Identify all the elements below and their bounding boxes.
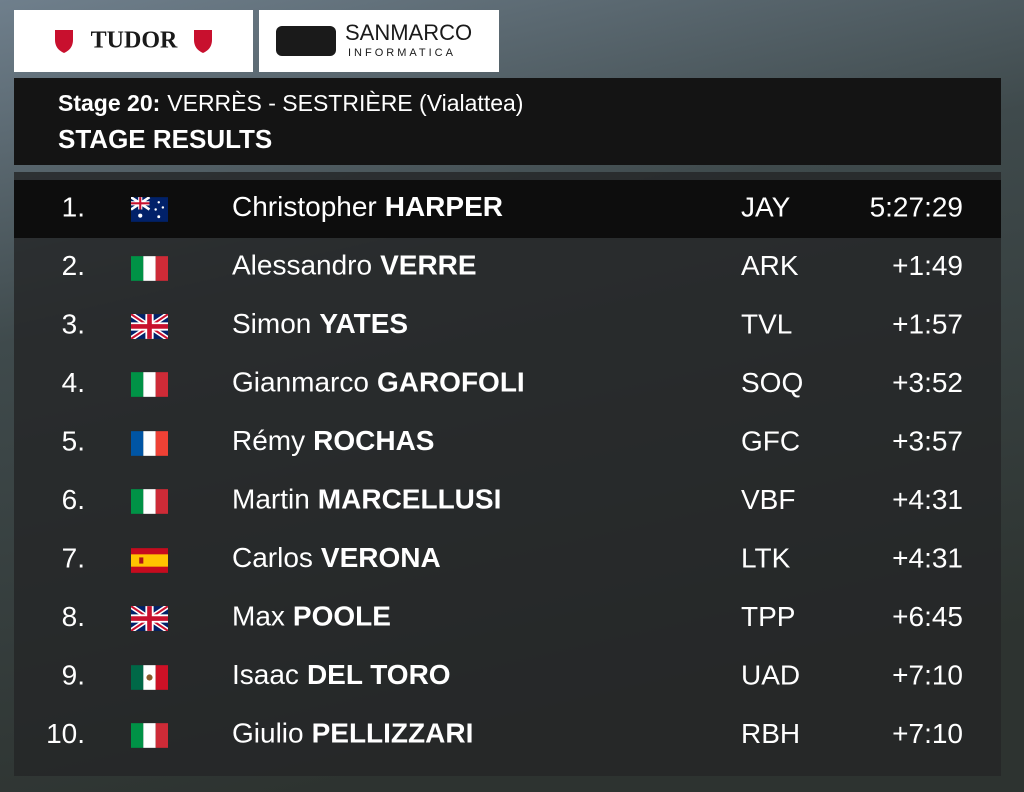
tudor-shield [194,30,212,53]
sponsor-name: SANMARCO [345,20,472,45]
team: GFC [741,425,800,456]
team: TVL [741,308,792,339]
first-name: Simon [232,308,311,339]
rider-name: Alessandro VERRE [232,250,477,281]
team: ARK [741,250,799,281]
first-name: Isaac [232,659,299,690]
rank: 3. [62,308,85,339]
team: LTK [741,542,791,573]
rider-name: Max POOLE [232,601,391,632]
last-name: YATES [319,308,408,339]
time: +3:52 [892,367,963,398]
first-name: Rémy [232,425,305,456]
rank: 10. [46,718,85,749]
header-title: STAGE RESULTS [58,124,272,154]
first-name: Giulio [232,718,304,749]
rider-name: Rémy ROCHAS [232,425,434,456]
team: UAD [741,659,800,690]
rank: 8. [62,601,85,632]
rank: 5. [62,425,85,456]
flag [131,606,168,631]
team: SOQ [741,367,803,398]
first-name: Carlos [232,542,313,573]
tudor-shield [55,30,73,53]
first-name: Christopher [232,191,377,222]
rank: 4. [62,367,85,398]
last-name: GAROFOLI [377,367,525,398]
sanmarco-logo [276,26,336,56]
team: TPP [741,601,795,632]
time: +7:10 [892,659,963,690]
last-name: ROCHAS [313,425,434,456]
rank: 6. [62,484,85,515]
first-name: Max [232,601,285,632]
rider-name: Christopher HARPER [232,191,503,222]
rank: 1. [62,191,85,222]
team: RBH [741,718,800,749]
rank: 2. [62,250,85,281]
time: +1:49 [892,250,963,281]
time: +4:31 [892,542,963,573]
rank: 7. [62,542,85,573]
flag [131,197,168,222]
last-name: PELLIZZARI [312,718,474,749]
last-name: POOLE [293,601,391,632]
first-name: Gianmarco [232,367,369,398]
header-panel [14,78,1001,165]
rider-name: Simon YATES [232,308,408,339]
rank: 9. [62,659,85,690]
flag [131,431,168,456]
rider-name: Martin MARCELLUSI [232,484,501,515]
flag [131,489,168,514]
table-panel [14,172,1001,776]
last-name: VERONA [321,542,441,573]
time: +6:45 [892,601,963,632]
last-name: DEL TORO [307,659,451,690]
last-name: HARPER [385,191,503,222]
rider-name: Carlos VERONA [232,542,441,573]
first-name: Alessandro [232,250,372,281]
sponsor-name: TUDOR [91,28,178,54]
flag [131,256,168,281]
flag [131,314,168,339]
team: VBF [741,484,795,515]
stage-number: Stage 20: [58,90,160,116]
time: +1:57 [892,308,963,339]
team: JAY [741,191,791,222]
rider-name: Giulio PELLIZZARI [232,718,473,749]
time: +3:57 [892,425,963,456]
first-name: Martin [232,484,310,515]
sponsor-sub: INFORMATICA [348,47,456,59]
flag [131,665,168,690]
time: +7:10 [892,718,963,749]
last-name: MARCELLUSI [318,484,502,515]
time: 5:27:29 [870,191,963,222]
results-rows: 1. Christopher HARPER JAY 5:27:29 2. Alessandr… [46,191,963,749]
time: +4:31 [892,484,963,515]
rider-name: Gianmarco GAROFOLI [232,367,525,398]
flag [131,723,168,748]
stage-line: Stage 20: VERRÈS - SESTRIÈRE (Vialattea) [58,90,523,116]
sponsor-box [14,10,253,72]
leader-highlight [14,180,1001,238]
last-name: VERRE [380,250,476,281]
stage-route: VERRÈS - SESTRIÈRE (Vialattea) [167,90,523,116]
flag [131,372,168,397]
flag [131,548,168,573]
rider-name: Isaac DEL TORO [232,659,451,690]
